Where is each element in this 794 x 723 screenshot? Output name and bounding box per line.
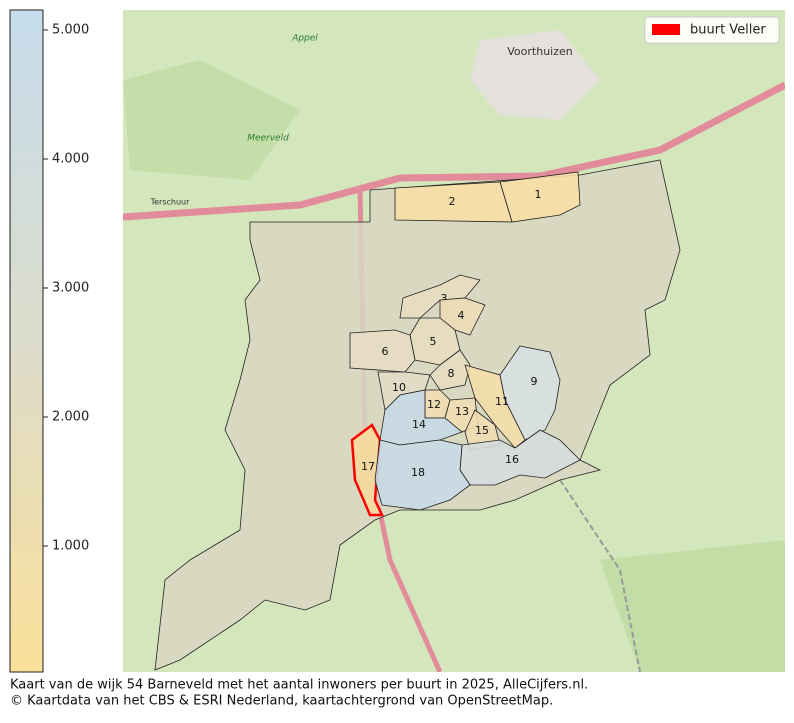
region-label: 11 — [495, 395, 509, 408]
region-label: 8 — [448, 367, 455, 380]
region-label: 17 — [361, 460, 375, 473]
place-name: Terschuur — [150, 198, 191, 207]
region — [374, 439, 471, 511]
caption: © Kaartdata van het CBS & ESRI Nederland… — [10, 694, 553, 709]
caption: Kaart van de wijk 54 Barneveld met het a… — [10, 678, 588, 693]
region-label: 18 — [411, 466, 425, 479]
region-label: 10 — [392, 381, 406, 394]
colorbar-tick-label: 5.000 — [52, 22, 89, 37]
region-label: 2 — [449, 195, 456, 208]
legend-swatch — [652, 24, 680, 35]
region-label: 12 — [427, 398, 441, 411]
colorbar-bar — [9, 9, 44, 673]
region-label: 6 — [382, 345, 389, 358]
region-label: 13 — [455, 405, 469, 418]
region-label: 3 — [441, 292, 448, 305]
region-label: 4 — [458, 309, 465, 322]
colorbar-tick-label: 1.000 — [52, 538, 89, 553]
region-label: 15 — [475, 424, 489, 437]
region-label: 14 — [412, 418, 426, 431]
place-name: Meerveld — [247, 134, 289, 144]
region-label: 16 — [505, 453, 519, 466]
region-label: 1 — [535, 188, 542, 201]
region — [394, 181, 513, 223]
colorbar-tick-label: 3.000 — [52, 280, 89, 295]
colorbar-tick-label: 4.000 — [52, 151, 89, 166]
region — [350, 423, 384, 517]
legend-label: buurt Veller — [690, 23, 766, 38]
region — [349, 329, 416, 373]
colorbar-tick-label: 2.000 — [52, 409, 89, 424]
legend: buurt Veller — [644, 16, 780, 44]
colorbar: 1.000 2.000 3.000 4.000 5.000 — [9, 9, 89, 673]
region-label: 5 — [430, 335, 437, 348]
place-name: Voorthuizen — [507, 45, 573, 58]
region-label: 9 — [531, 375, 538, 388]
place-name: Appel — [291, 34, 318, 44]
legend-box — [644, 16, 780, 44]
